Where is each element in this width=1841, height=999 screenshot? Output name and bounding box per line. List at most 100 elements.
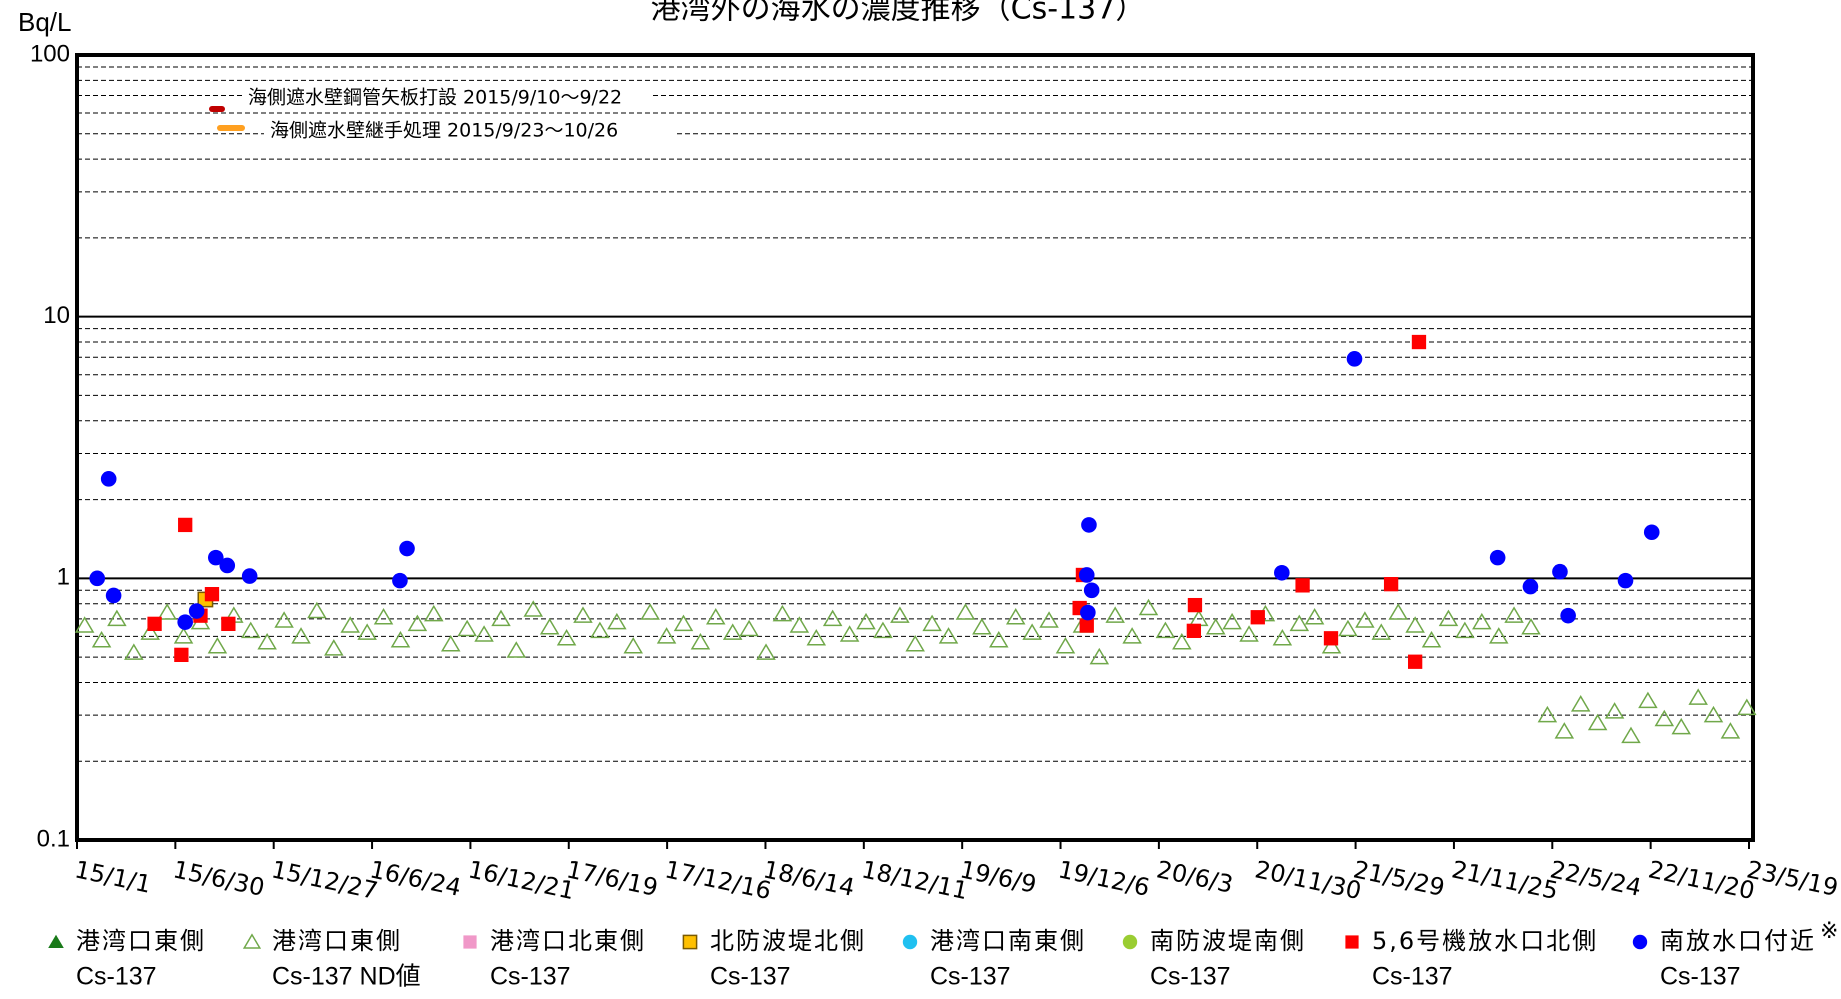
data-point: [105, 587, 122, 604]
data-point: [390, 630, 411, 648]
data-point: [147, 616, 162, 631]
data-point: [1272, 629, 1293, 646]
x-tick-label: 21/11/25: [1449, 855, 1560, 905]
data-point: [989, 630, 1009, 648]
data-point: [1186, 623, 1202, 638]
data-point: [556, 629, 577, 646]
data-point: [1737, 698, 1757, 716]
data-point: [1671, 717, 1692, 735]
data-point: [1638, 691, 1658, 709]
x-tick-label: 19/12/6: [1056, 855, 1152, 902]
legend-marker: [242, 933, 262, 949]
data-point: [1720, 722, 1741, 739]
x-tick-label: 16/12/21: [466, 855, 577, 905]
data-point: [1323, 631, 1339, 646]
data-point: [1703, 705, 1724, 723]
chart-title: 港湾外の海水の濃度推移（Cs-137）: [651, 0, 1146, 27]
data-point: [178, 517, 193, 533]
data-point: [656, 627, 677, 644]
x-tick-label: 17/6/19: [564, 855, 660, 902]
x-tick-label: 15/12/27: [269, 855, 380, 905]
legend-label-line2: Cs-137: [710, 963, 791, 991]
data-point: [1488, 627, 1509, 644]
data-point: [392, 572, 408, 589]
legend-marker: [1345, 935, 1359, 949]
data-point: [1643, 524, 1660, 541]
y-tick-label: 10: [43, 302, 70, 329]
data-point: [1688, 688, 1708, 705]
x-tick-label: 18/12/11: [859, 855, 970, 905]
data-point: [756, 643, 776, 660]
legend-label-line2: Cs-137: [930, 963, 1011, 991]
data-point: [157, 603, 177, 620]
legend-label-line2: Cs-137: [76, 963, 157, 991]
data-point: [1304, 607, 1325, 625]
data-point: [1239, 625, 1259, 642]
data-point: [1222, 612, 1242, 630]
legend-label: 港湾口南東側: [930, 927, 1086, 955]
data-point: [1405, 616, 1425, 633]
data-point: [739, 619, 759, 637]
data-point: [905, 634, 925, 652]
legend-label-line2: Cs-137: [1150, 963, 1231, 991]
data-point: [89, 570, 106, 587]
data-point: [124, 643, 144, 660]
data-point: [1346, 351, 1363, 367]
x-tick-label: 15/1/1: [72, 855, 153, 898]
data-point: [1421, 630, 1442, 648]
data-point: [1078, 567, 1095, 583]
data-point: [340, 616, 360, 633]
data-point: [219, 557, 236, 574]
data-point: [1570, 695, 1591, 712]
data-point: [922, 614, 942, 632]
plot-frame: [75, 53, 1755, 842]
data-point: [74, 616, 95, 633]
data-point: [100, 471, 117, 487]
data-point: [607, 612, 627, 630]
data-point: [573, 606, 593, 623]
data-point: [1083, 582, 1100, 599]
data-point: [1388, 603, 1408, 620]
data-point: [1371, 623, 1392, 640]
data-point: [1039, 611, 1059, 628]
x-tick-label: 23/5/19: [1744, 855, 1840, 902]
data-point: [1187, 597, 1203, 613]
legend-label-line2: Cs-137 ND値: [272, 963, 421, 991]
data-point: [207, 636, 228, 654]
data-point: [1089, 647, 1110, 665]
data-point: [204, 587, 220, 602]
data-point: [523, 600, 544, 617]
data-point: [373, 607, 394, 625]
data-point: [1250, 610, 1265, 625]
data-point: [491, 609, 511, 627]
note-mark: ※: [1820, 919, 1838, 944]
legend-label-line2: Cs-137: [1660, 963, 1741, 991]
x-tick-label: 20/11/30: [1253, 855, 1364, 905]
data-point: [1617, 572, 1634, 589]
legend-label: 港湾口東側: [272, 927, 402, 955]
legend-label: 北防波堤北側: [710, 927, 866, 955]
data-point: [399, 540, 415, 557]
data-point: [1172, 632, 1192, 650]
data-point: [177, 614, 193, 630]
data-point: [1080, 604, 1096, 621]
legend-label-line2: Cs-137: [1372, 963, 1453, 991]
data-point: [772, 604, 793, 622]
data-point: [1621, 726, 1641, 744]
data-point: [1537, 705, 1558, 723]
data-point: [140, 623, 160, 640]
data-point: [274, 611, 294, 628]
data-point: [539, 618, 560, 635]
data-point: [722, 623, 743, 640]
data-point: [1383, 577, 1399, 592]
data-point: [1355, 611, 1375, 628]
data-point: [1560, 607, 1576, 624]
data-point: [221, 616, 236, 631]
data-point: [1081, 517, 1097, 533]
data-point: [1455, 621, 1475, 639]
data-point: [241, 568, 258, 584]
data-point: [1554, 722, 1575, 739]
data-point: [640, 603, 660, 620]
y-tick-label: 1: [57, 564, 70, 591]
data-point: [955, 603, 976, 620]
